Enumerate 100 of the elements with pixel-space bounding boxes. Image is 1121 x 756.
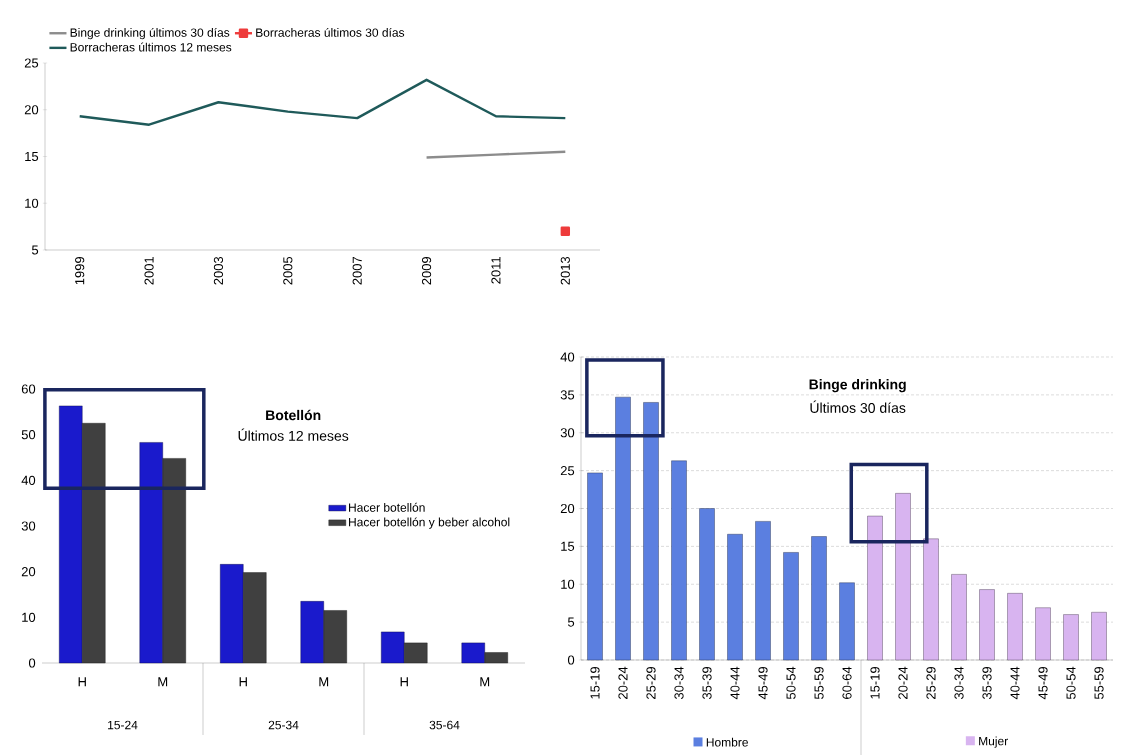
bar — [461, 642, 485, 664]
y-tick-label: 60 — [21, 384, 36, 394]
y-tick-label: 20 — [560, 503, 575, 514]
x-tick-label: 2013 — [560, 256, 570, 285]
bar — [139, 442, 163, 664]
x-tick-label: 45-49 — [1038, 666, 1048, 700]
x-tick-label: 30-34 — [674, 666, 684, 700]
y-tick-label: 5 — [567, 617, 575, 627]
y-tick-label: 10 — [25, 198, 39, 208]
bar — [243, 572, 267, 664]
x-tick-label: M — [158, 677, 168, 687]
bar — [839, 582, 855, 661]
y-tick-label: 15 — [25, 151, 39, 162]
y-tick-label: 50 — [21, 430, 36, 440]
bar — [323, 610, 347, 664]
x-tick-label: 55-59 — [1094, 666, 1104, 700]
y-tick-label: 0 — [28, 658, 36, 668]
x-tick-label: 2007 — [352, 257, 362, 285]
x-tick-label: 15-19 — [870, 666, 880, 699]
y-tick-label: 25 — [560, 466, 575, 476]
text: 35-64 — [429, 720, 460, 730]
legend-label: Hombre — [706, 737, 748, 747]
text: Binge drinking — [809, 379, 906, 393]
x-tick-label: 15-19 — [590, 666, 600, 699]
text: Últimos 12 meses — [238, 428, 349, 441]
x-tick-label: 1999 — [75, 256, 85, 285]
x-tick-label: 30-34 — [954, 666, 964, 700]
bar — [484, 652, 508, 664]
x-tick-label: 35-39 — [982, 666, 992, 700]
bar — [1035, 607, 1051, 661]
bar — [220, 564, 244, 664]
y-tick-label: 15 — [561, 541, 575, 551]
x-tick-label: 20-24 — [898, 666, 908, 699]
y-tick-label: 20 — [21, 567, 36, 577]
y-tick-label: 20 — [24, 105, 39, 115]
bar — [867, 515, 883, 661]
bar — [755, 521, 771, 661]
legend-label: Binge drinking últimos 30 días — [70, 27, 230, 40]
bar — [699, 508, 715, 661]
bar — [783, 552, 799, 661]
bar — [82, 423, 106, 664]
legend-label: Borracheras últimos 12 meses — [70, 42, 232, 52]
bar — [895, 493, 911, 661]
y-tick-label: 30 — [21, 521, 36, 531]
bar — [300, 601, 324, 664]
x-tick-label: 2009 — [421, 256, 432, 285]
x-tick-label: 20-24 — [618, 666, 628, 699]
line-series — [78, 78, 567, 126]
legend-label: Borracheras últimos 30 días — [256, 27, 405, 37]
text: Botellón — [266, 409, 321, 421]
y-tick-label: 30 — [560, 428, 575, 438]
bar — [671, 460, 687, 661]
bar — [162, 458, 186, 664]
bar — [727, 534, 743, 661]
x-tick-label: 2005 — [283, 256, 293, 285]
x-tick-label: 50-54 — [786, 666, 796, 700]
bar — [1063, 614, 1079, 661]
x-tick-label: 40-44 — [1010, 666, 1020, 700]
x-tick-label: H — [239, 677, 247, 687]
bar — [923, 538, 939, 661]
bar — [615, 396, 631, 661]
x-tick-label: 2011 — [491, 256, 501, 284]
x-tick-label: M — [319, 677, 329, 687]
bar — [951, 574, 967, 661]
x-tick-label: 2001 — [144, 256, 154, 285]
x-tick-label: 35-39 — [702, 666, 712, 700]
bar — [587, 472, 603, 661]
y-tick-label: 5 — [31, 245, 39, 255]
bar — [979, 589, 995, 661]
y-tick-label: 40 — [560, 352, 575, 362]
bar — [404, 642, 428, 664]
legend-label: Hacer botellón y beber alcohol — [349, 517, 510, 529]
bar — [1007, 593, 1023, 661]
x-tick-label: M — [480, 677, 490, 687]
x-tick-label: 25-29 — [926, 666, 936, 699]
legend-label: Hacer botellón — [349, 502, 425, 512]
x-tick-label: 40-44 — [730, 666, 740, 700]
x-tick-label: 55-59 — [814, 666, 824, 700]
bar — [1091, 612, 1107, 661]
x-tick-label: 25-29 — [646, 666, 656, 699]
y-tick-label: 40 — [21, 475, 36, 485]
text: 25-34 — [268, 720, 299, 730]
bar — [381, 631, 405, 664]
y-tick-label: 25 — [24, 58, 39, 68]
y-tick-label: 35 — [560, 390, 575, 400]
text: 15-24 — [108, 720, 138, 730]
bar — [643, 402, 659, 661]
y-tick-label: 10 — [22, 612, 36, 622]
x-tick-label: 50-54 — [1066, 666, 1076, 700]
x-tick-label: 2003 — [213, 256, 224, 285]
legend-label: Mujer — [979, 736, 1008, 748]
x-tick-label: 60-64 — [842, 666, 852, 699]
x-tick-label: H — [78, 677, 86, 687]
text: Últimos 30 días — [810, 400, 906, 413]
y-tick-label: 0 — [567, 655, 575, 665]
y-tick-label: 10 — [561, 579, 575, 589]
x-tick-label: 45-49 — [758, 666, 768, 700]
x-tick-label: H — [400, 677, 408, 687]
bar — [811, 536, 827, 661]
bar — [59, 405, 83, 664]
